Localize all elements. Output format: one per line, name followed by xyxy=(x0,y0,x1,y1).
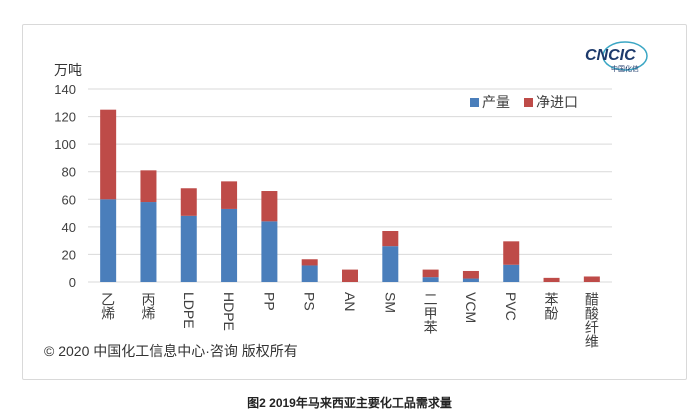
bar-net-import xyxy=(583,276,600,282)
legend-swatch-production xyxy=(470,97,479,107)
legend-swatch-net-import xyxy=(524,97,533,107)
cncic-logo: CNCIC 中国化信 xyxy=(585,41,648,73)
bar-net-import xyxy=(301,259,318,266)
bar-net-import xyxy=(543,277,560,282)
x-tick-label: VCM xyxy=(462,292,479,324)
y-tick-label: 120 xyxy=(54,110,76,125)
bar-production xyxy=(301,265,318,282)
x-tick-label: PP xyxy=(261,292,278,311)
chart-plot: 0 20 40 60 80 100 120 140 xyxy=(54,82,612,290)
x-tick-label: 苯酚 xyxy=(543,292,560,320)
y-tick-label: 100 xyxy=(54,137,76,152)
bar-net-import xyxy=(221,181,238,209)
bar-production xyxy=(462,278,479,282)
x-tick-label: 醋酸纤维 xyxy=(583,292,600,348)
bar-net-import xyxy=(462,270,479,279)
y-tick-label: 60 xyxy=(62,192,76,207)
bar-production xyxy=(140,202,157,282)
x-tick-label: HDPE xyxy=(221,292,238,331)
bar-production xyxy=(382,246,399,282)
bar-net-import xyxy=(100,109,117,200)
y-tick-label: 20 xyxy=(62,247,76,262)
bar-production xyxy=(261,221,278,282)
x-tick-label: 二甲苯 xyxy=(422,292,439,334)
bar-production xyxy=(180,215,197,282)
x-tick-label: PS xyxy=(301,292,318,311)
bar-production xyxy=(422,277,439,282)
y-tick-label: 80 xyxy=(62,165,76,180)
legend-item-production: 产量 xyxy=(470,92,510,112)
legend-label-production: 产量 xyxy=(482,94,510,110)
svg-text:中国化信: 中国化信 xyxy=(611,64,639,73)
x-tick-label: PVC xyxy=(503,292,520,321)
y-tick-label: 0 xyxy=(69,275,76,290)
svg-text:CNCIC: CNCIC xyxy=(585,47,636,64)
bar-net-import xyxy=(342,269,358,282)
bar-production xyxy=(100,199,117,282)
bar-net-import xyxy=(180,188,197,216)
bar-production xyxy=(221,208,238,282)
x-tick-label: 乙烯 xyxy=(100,292,117,320)
legend: 产量 净进口 xyxy=(470,92,578,112)
x-tick-label: SM xyxy=(382,292,399,313)
x-tick-label: LDPE xyxy=(180,292,197,329)
bar-net-import xyxy=(422,269,439,278)
bar-production xyxy=(503,264,520,282)
x-tick-label: 丙烯 xyxy=(140,292,157,320)
y-tick-label: 40 xyxy=(62,220,76,235)
bar-net-import xyxy=(382,230,399,247)
x-tick-label: AN xyxy=(342,292,358,312)
copyright-text: © 2020 中国化工信息中心·咨询 版权所有 xyxy=(44,343,298,359)
bar-net-import xyxy=(140,170,157,203)
legend-item-net-import: 净进口 xyxy=(524,92,578,112)
bar-net-import xyxy=(503,241,520,265)
chart-panel xyxy=(22,24,687,380)
y-axis-label: 万吨 xyxy=(54,62,82,78)
y-tick-label: 140 xyxy=(54,82,76,97)
bar-net-import xyxy=(261,191,278,222)
legend-label-net-import: 净进口 xyxy=(536,94,578,110)
figure-caption: 图2 2019年马来西亚主要化工品需求量 xyxy=(247,396,452,410)
